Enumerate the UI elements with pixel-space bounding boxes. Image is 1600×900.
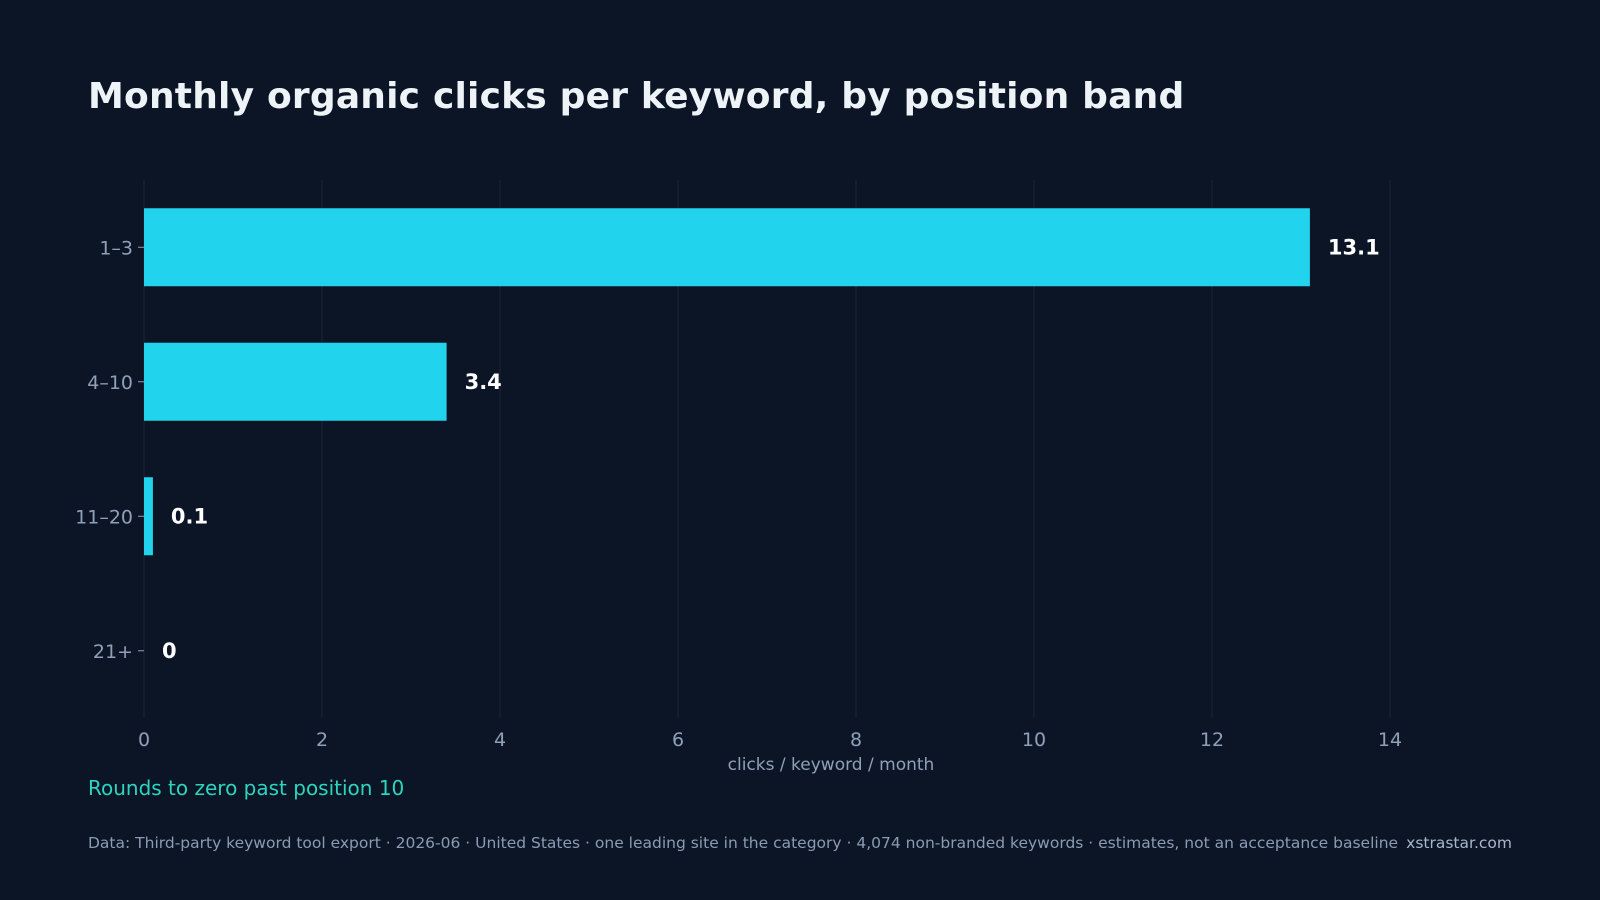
bar	[144, 342, 447, 421]
y-tick-label: 11–20	[75, 506, 133, 528]
bar-value-label: 3.4	[465, 370, 502, 394]
bars	[144, 208, 1310, 556]
x-tick-label: 6	[672, 729, 684, 751]
bar-value-label: 0	[162, 639, 177, 663]
bar	[144, 477, 153, 556]
value-labels: 13.1 3.4 0.1 0	[162, 235, 1380, 663]
bar-value-label: 13.1	[1328, 235, 1380, 259]
footer-source-note: Data: Third-party keyword tool export · …	[88, 834, 1399, 852]
y-tick-label: 21+	[93, 641, 133, 663]
x-tick-label: 14	[1378, 729, 1402, 751]
chart-annotation: Rounds to zero past position 10	[88, 776, 405, 800]
x-tick-label: 10	[1022, 729, 1046, 751]
y-axis-ticks: 1–3 4–10 11–20 21+	[75, 237, 144, 663]
footer-brand: xstrastar.com	[1406, 834, 1512, 852]
bar-value-label: 0.1	[171, 504, 208, 528]
x-tick-label: 12	[1200, 729, 1224, 751]
x-axis-ticks: 0 2 4 6 8 10 12 14	[138, 729, 1402, 751]
bar	[144, 208, 1310, 287]
y-tick-label: 1–3	[99, 237, 133, 259]
x-tick-label: 4	[494, 729, 506, 751]
x-axis-label: clicks / keyword / month	[728, 755, 935, 775]
x-tick-label: 8	[850, 729, 862, 751]
x-tick-label: 2	[316, 729, 328, 751]
chart-title: Monthly organic clicks per keyword, by p…	[88, 76, 1185, 117]
x-tick-label: 0	[138, 729, 150, 751]
y-tick-label: 4–10	[87, 372, 133, 394]
